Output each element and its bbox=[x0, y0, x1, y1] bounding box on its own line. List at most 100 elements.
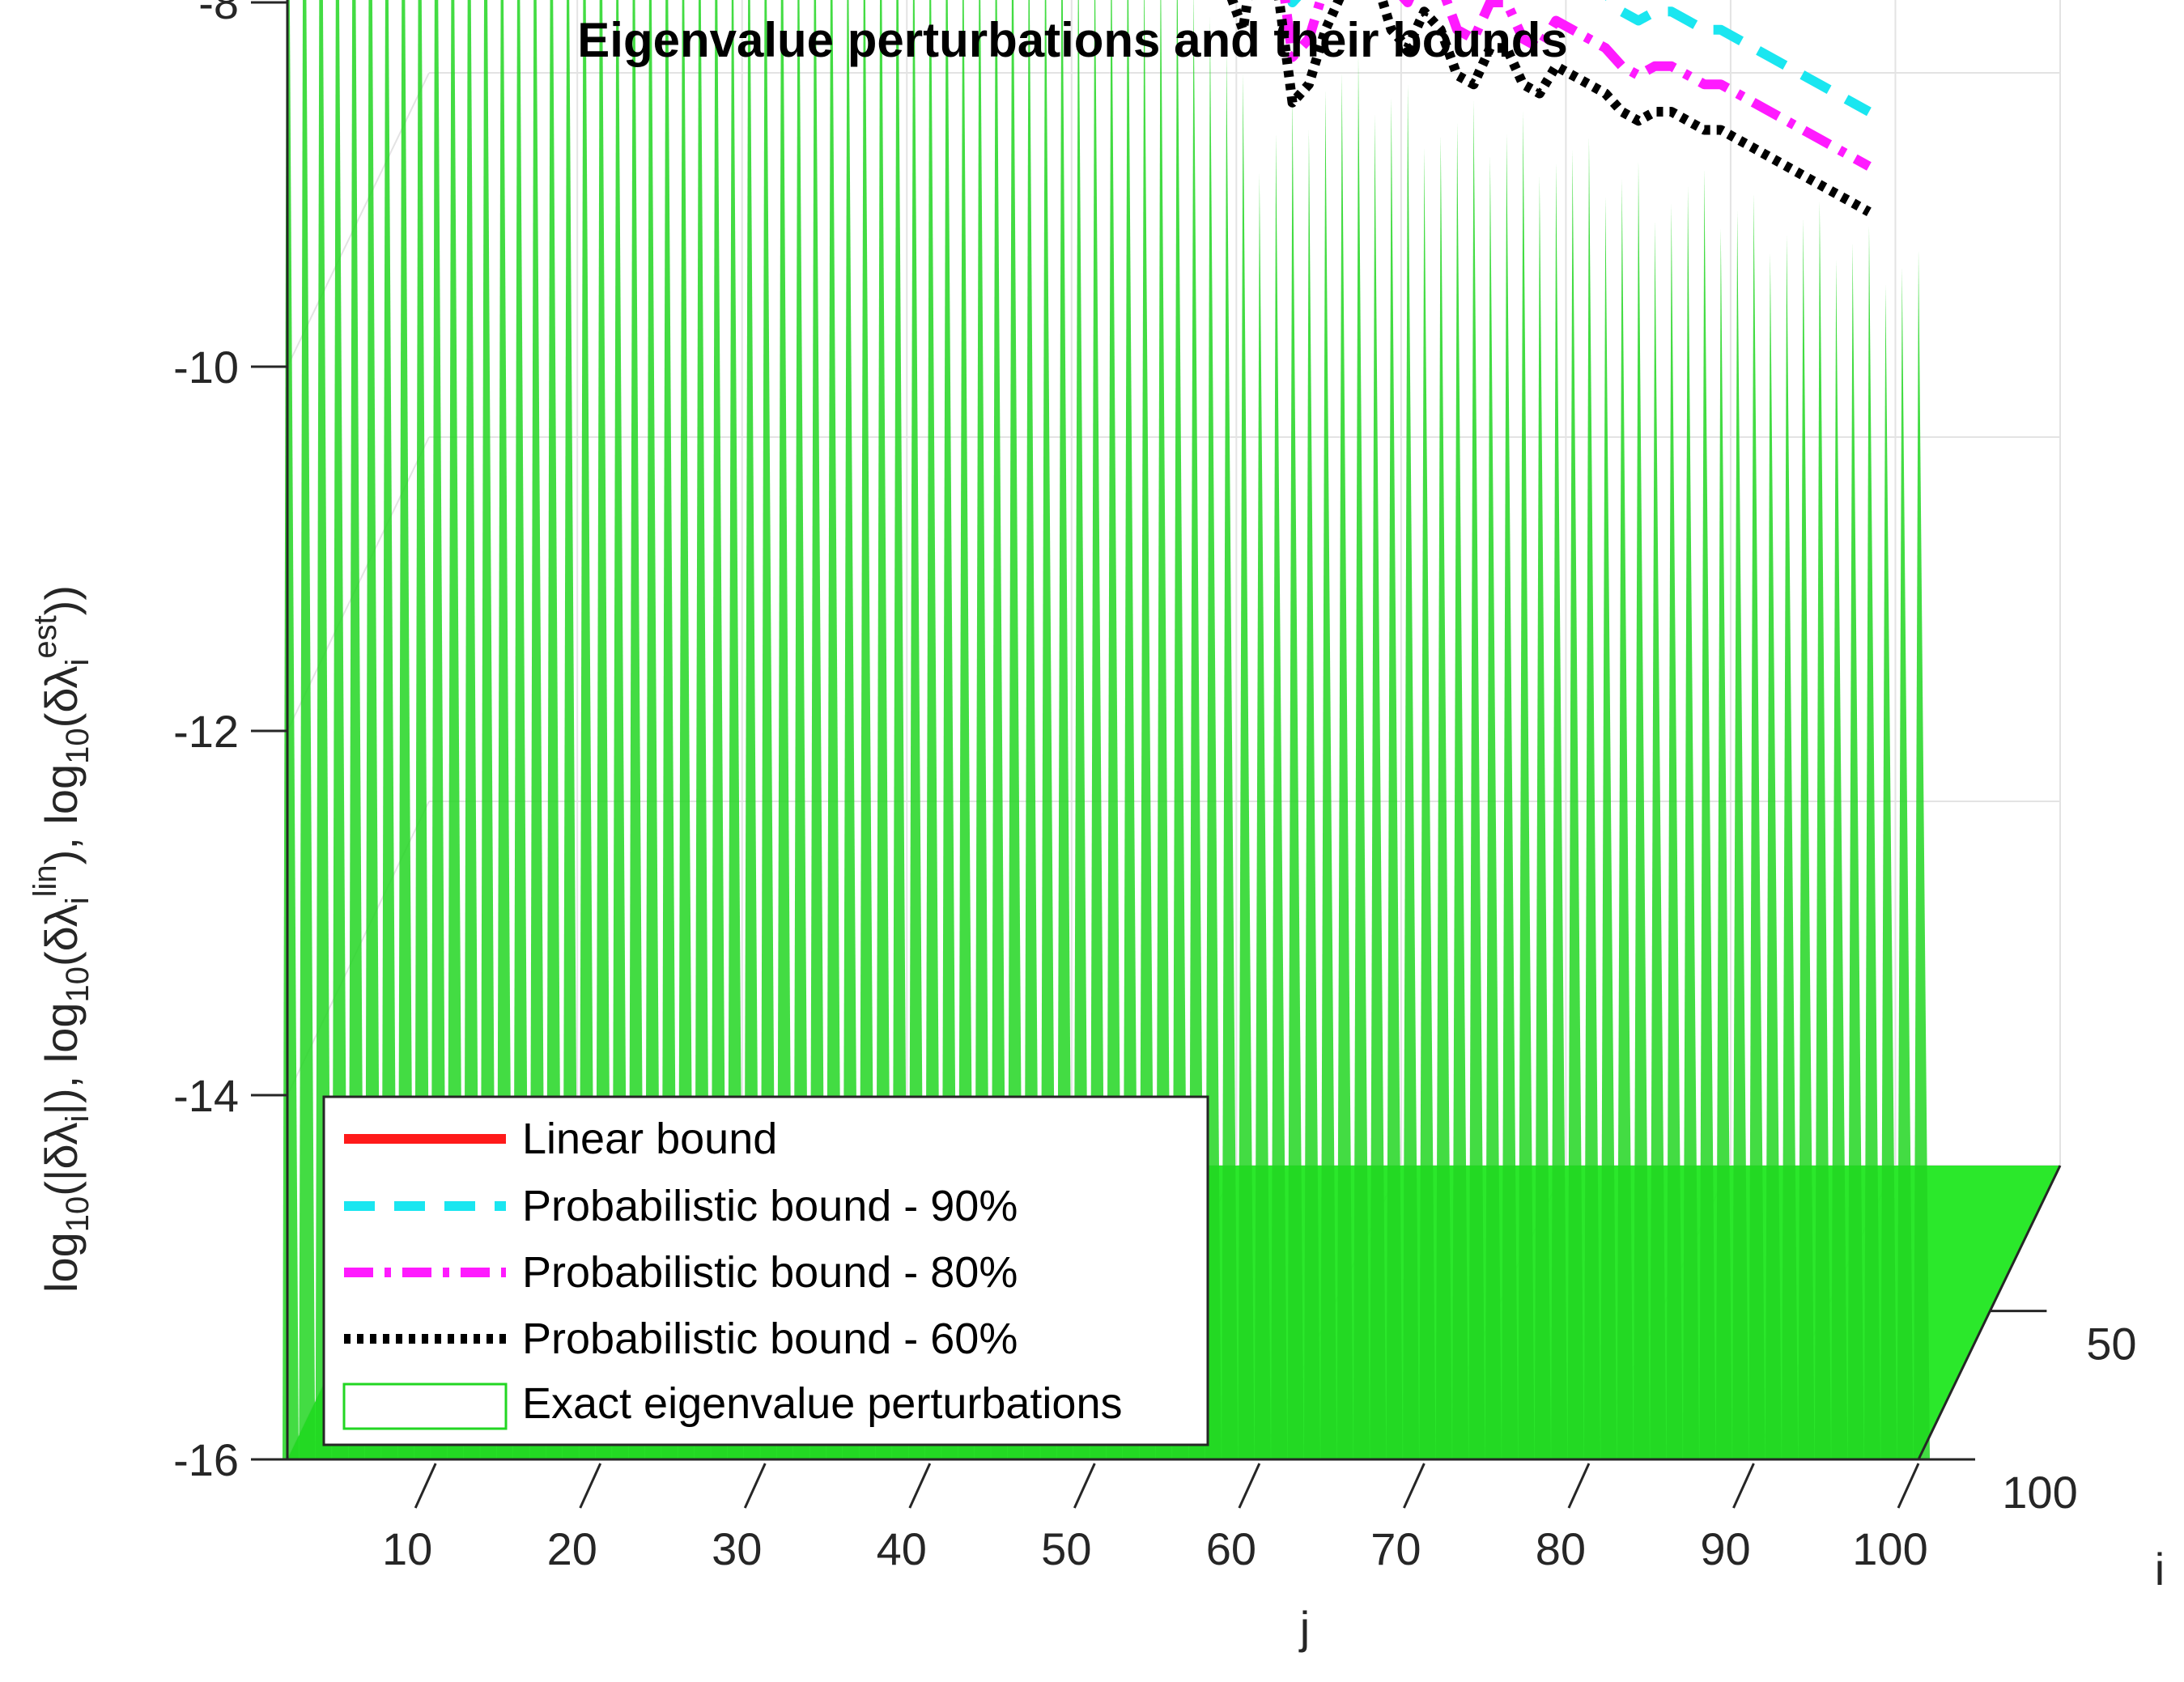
exact-stem bbox=[1056, 0, 1073, 1459]
exact-stem bbox=[661, 0, 678, 1459]
x-tick-label: 50 bbox=[1041, 1523, 1091, 1574]
legend: Linear bound Probabilistic bound - 90% P… bbox=[322, 1095, 1209, 1446]
exact-stem bbox=[908, 0, 925, 1459]
exact-stem bbox=[381, 0, 398, 1459]
exact-stem bbox=[512, 0, 529, 1459]
exact-stem bbox=[1863, 225, 1880, 1459]
exact-stem bbox=[941, 0, 958, 1459]
x-tick-label: 60 bbox=[1206, 1523, 1256, 1574]
x-tick-mark bbox=[1732, 1463, 1755, 1509]
exact-stem bbox=[1254, 173, 1271, 1459]
exact-stem bbox=[1007, 0, 1024, 1459]
legend-label-exact: Exact eigenvalue perturbations bbox=[522, 1379, 1122, 1428]
z-tick-label: -12 bbox=[173, 706, 239, 757]
x-tick-mark bbox=[743, 1463, 767, 1509]
exact-stem bbox=[1847, 243, 1864, 1459]
exact-stem bbox=[628, 0, 645, 1459]
exact-stem bbox=[431, 0, 448, 1459]
bound-lines bbox=[1226, 0, 1872, 217]
exact-stem bbox=[1897, 267, 1914, 1459]
i-axis-line bbox=[1917, 1165, 2062, 1460]
x-tick-label: 20 bbox=[547, 1523, 597, 1574]
exact-stem bbox=[1353, 55, 1370, 1459]
z-tick-label: -16 bbox=[173, 1434, 239, 1485]
exact-stem bbox=[1222, 49, 1239, 1459]
x-tick-mark bbox=[908, 1463, 932, 1509]
exact-stem bbox=[1683, 186, 1700, 1459]
exact-stem bbox=[924, 0, 941, 1459]
exact-stem bbox=[348, 0, 365, 1459]
exact-stem bbox=[843, 0, 860, 1459]
exact-stem bbox=[1271, 134, 1288, 1459]
exact-stem bbox=[1106, 0, 1123, 1459]
z-label-part: )) bbox=[36, 585, 87, 615]
z-label-sub: 10 bbox=[60, 1196, 96, 1233]
exact-stem bbox=[563, 0, 580, 1459]
x-tick-label: 40 bbox=[877, 1523, 927, 1574]
series-line-probabilistic-bound-60- bbox=[1226, 0, 1872, 217]
x-tick-label: 90 bbox=[1700, 1523, 1750, 1574]
z-tick-label: -14 bbox=[173, 1070, 239, 1121]
x-tick-mark bbox=[1238, 1463, 1261, 1509]
exact-stem bbox=[1600, 196, 1617, 1459]
exact-stem bbox=[595, 0, 612, 1459]
z-label-sub: i bbox=[60, 1115, 96, 1123]
exact-stem bbox=[1303, 130, 1320, 1459]
exact-stem bbox=[1914, 250, 1930, 1459]
z-tick-label: -10 bbox=[173, 342, 239, 393]
exact-stem bbox=[1090, 0, 1107, 1459]
exact-stem bbox=[480, 0, 497, 1459]
z-label-part: (|δλ bbox=[36, 1122, 87, 1196]
exact-stem bbox=[1534, 175, 1551, 1459]
z-label-part: (δλ bbox=[36, 666, 87, 728]
exact-stem bbox=[1238, 73, 1255, 1459]
z-label-part: (δλ bbox=[36, 904, 87, 966]
exact-stem bbox=[809, 0, 826, 1459]
exact-stem bbox=[875, 0, 892, 1459]
chart-title: Eigenvalue perturbations and their bound… bbox=[577, 13, 1567, 67]
exact-stem bbox=[1567, 150, 1584, 1459]
grid-line-z-side bbox=[287, 72, 430, 367]
exact-stem bbox=[743, 0, 760, 1459]
series-line-probabilistic-bound-80- bbox=[1280, 0, 1872, 171]
exact-stem bbox=[1139, 0, 1156, 1459]
exact-stem bbox=[1880, 284, 1897, 1459]
exact-stem bbox=[1205, 17, 1222, 1459]
exact-stem bbox=[1798, 218, 1815, 1459]
z-label-sup: lin bbox=[28, 864, 63, 897]
exact-stem bbox=[711, 0, 728, 1459]
z-label-part: ), log bbox=[36, 764, 87, 865]
i-tick-label: 100 bbox=[2002, 1467, 2077, 1518]
x-axis-label: j bbox=[1298, 1602, 1310, 1653]
legend-label-prob-80: Probabilistic bound - 80% bbox=[522, 1248, 1018, 1297]
exact-stem bbox=[414, 0, 431, 1459]
exact-stem bbox=[1155, 0, 1172, 1459]
exact-stem bbox=[1518, 112, 1535, 1459]
z-label-sub: 10 bbox=[60, 966, 96, 1003]
exact-stem bbox=[1468, 100, 1485, 1459]
x-tick-label: 80 bbox=[1536, 1523, 1586, 1574]
z-label-sub: i bbox=[60, 659, 96, 666]
z-label-sup: est bbox=[28, 615, 63, 658]
exact-stem bbox=[1715, 228, 1732, 1459]
x-tick-label: 30 bbox=[712, 1523, 762, 1574]
z-tick-label: -8 bbox=[198, 0, 239, 28]
exact-stem bbox=[529, 0, 546, 1459]
exact-stem bbox=[612, 0, 629, 1459]
exact-stem bbox=[974, 0, 991, 1459]
exact-stem bbox=[792, 0, 809, 1459]
legend-swatch-exact bbox=[342, 1383, 508, 1430]
exact-stem bbox=[1023, 0, 1040, 1459]
exact-stem bbox=[826, 0, 843, 1459]
z-axis-label: log10(|δλi|), log10(δλilin), log10(δλies… bbox=[28, 585, 96, 1293]
x-tick-mark bbox=[1073, 1463, 1096, 1509]
exact-stem bbox=[958, 0, 975, 1459]
x-tick-label: 100 bbox=[1852, 1523, 1927, 1574]
exact-stem bbox=[1287, 93, 1304, 1459]
z-label-part: log bbox=[36, 1232, 87, 1293]
exact-stem bbox=[1172, 0, 1189, 1459]
x-tick-label: 70 bbox=[1370, 1523, 1421, 1574]
legend-label-prob-60: Probabilistic bound - 60% bbox=[522, 1315, 1018, 1363]
exact-perturbation-stems bbox=[283, 0, 1930, 1459]
exact-stem bbox=[1435, 135, 1452, 1459]
